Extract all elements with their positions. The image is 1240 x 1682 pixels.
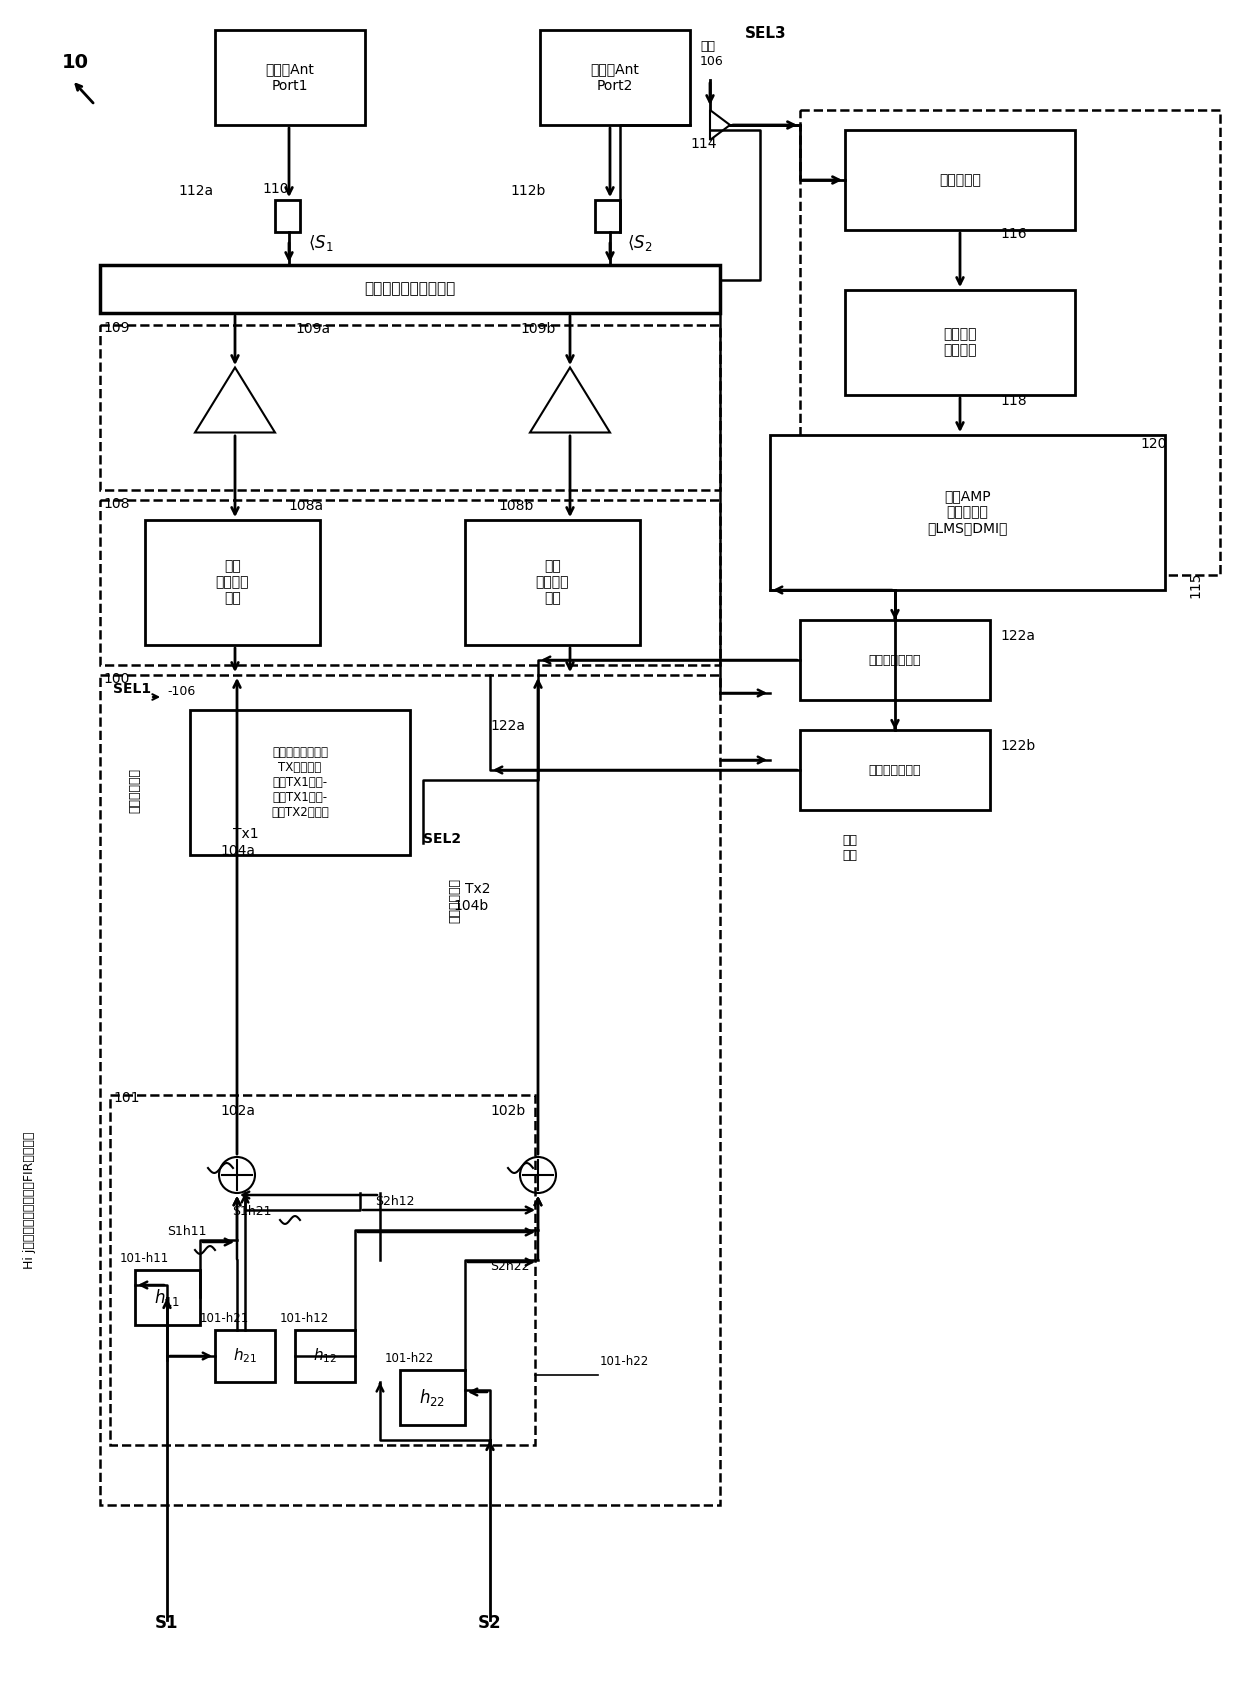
- Text: $h_{21}$: $h_{21}$: [233, 1347, 257, 1366]
- Text: 数模
无线滤波
单元: 数模 无线滤波 单元: [216, 560, 249, 606]
- Text: S1: S1: [155, 1615, 179, 1632]
- Bar: [800, 109, 1220, 575]
- Text: 数字模拟混合射频系统: 数字模拟混合射频系统: [365, 281, 455, 296]
- Text: 109a: 109a: [295, 321, 330, 336]
- Text: 输出至Ant
Port2: 输出至Ant Port2: [590, 62, 640, 93]
- Bar: [100, 266, 720, 313]
- Bar: [275, 200, 300, 232]
- Bar: [800, 730, 990, 811]
- Text: 反馈接收器: 反馈接收器: [939, 173, 981, 187]
- Bar: [295, 1330, 355, 1383]
- Bar: [110, 1095, 534, 1445]
- Text: 102a: 102a: [219, 1103, 255, 1119]
- Text: 114: 114: [689, 136, 717, 151]
- Text: SEL2: SEL2: [423, 833, 461, 846]
- Bar: [145, 520, 320, 644]
- Bar: [135, 1270, 200, 1325]
- Text: 第二级冲裁单元: 第二级冲裁单元: [869, 764, 921, 777]
- Text: Hi j变数有限脉冲响应（FIR）滤波器: Hi j变数有限脉冲响应（FIR）滤波器: [24, 1132, 36, 1268]
- Text: 10: 10: [62, 54, 89, 72]
- Text: Tx2: Tx2: [465, 881, 491, 897]
- Text: 接收缓冲
调接单元: 接收缓冲 调接单元: [944, 328, 977, 358]
- Text: 109: 109: [103, 321, 129, 335]
- Text: 补偿
系数: 补偿 系数: [842, 834, 858, 861]
- Text: $h_{12}$: $h_{12}$: [312, 1347, 337, 1366]
- Text: 104b: 104b: [453, 898, 489, 913]
- Bar: [539, 30, 689, 124]
- Text: S2: S2: [479, 1615, 502, 1632]
- Bar: [190, 710, 410, 854]
- Text: S2h12: S2h12: [374, 1194, 414, 1208]
- Text: 122a: 122a: [999, 629, 1035, 643]
- Bar: [215, 1330, 275, 1383]
- Bar: [595, 200, 620, 232]
- Text: 112a: 112a: [179, 183, 213, 198]
- Text: $\langle S_2$: $\langle S_2$: [627, 234, 652, 252]
- Text: 输出至Ant
Port1: 输出至Ant Port1: [265, 62, 315, 93]
- Text: 109b: 109b: [520, 321, 556, 336]
- Bar: [770, 436, 1166, 590]
- Text: 101-h11: 101-h11: [120, 1251, 169, 1265]
- Text: 来自: 来自: [701, 40, 715, 54]
- Text: 112b: 112b: [510, 183, 546, 198]
- Text: 116: 116: [999, 227, 1027, 241]
- Text: 100: 100: [103, 673, 129, 686]
- Text: 120: 120: [1140, 437, 1167, 451]
- Text: $\langle S_1$: $\langle S_1$: [308, 234, 334, 252]
- Text: 101-h12: 101-h12: [280, 1312, 330, 1325]
- Text: 115: 115: [1188, 572, 1202, 599]
- Text: 108b: 108b: [498, 500, 533, 513]
- Text: 101-h22: 101-h22: [384, 1352, 434, 1366]
- Bar: [844, 289, 1075, 395]
- Text: SEL1: SEL1: [113, 681, 151, 696]
- Text: -106: -106: [167, 685, 195, 698]
- Text: 110: 110: [262, 182, 289, 197]
- Text: 矩阵组合信号: 矩阵组合信号: [449, 878, 461, 922]
- Bar: [215, 30, 365, 124]
- Text: 101-h22: 101-h22: [600, 1356, 650, 1367]
- Text: 108a: 108a: [288, 500, 324, 513]
- Text: 矩阵AMP
补偿估计器
【LMS，DMI】: 矩阵AMP 补偿估计器 【LMS，DMI】: [928, 489, 1008, 535]
- Text: S2h22: S2h22: [490, 1260, 529, 1273]
- Text: 矩阵组合信号: 矩阵组合信号: [129, 767, 141, 812]
- Bar: [844, 130, 1075, 230]
- Text: S1h21: S1h21: [232, 1204, 272, 1218]
- Bar: [100, 500, 720, 664]
- Text: 104a: 104a: [219, 844, 255, 858]
- Text: $h_{22}$: $h_{22}$: [419, 1388, 445, 1408]
- Text: 101-h21: 101-h21: [200, 1312, 249, 1325]
- Bar: [100, 674, 720, 1505]
- Text: $h_{11}$: $h_{11}$: [154, 1287, 181, 1309]
- Bar: [401, 1371, 465, 1425]
- Text: 端口选接单元，向
TX进行切接
（对TX1开启-
当对TX1关闭-
当对TX2开启）: 端口选接单元，向 TX进行切接 （对TX1开启- 当对TX1关闭- 当对TX2开…: [272, 747, 329, 819]
- Text: 102b: 102b: [490, 1103, 526, 1119]
- Text: 101: 101: [113, 1092, 139, 1105]
- Bar: [465, 520, 640, 644]
- Bar: [800, 621, 990, 700]
- Text: SEL3: SEL3: [745, 25, 786, 40]
- Text: 118: 118: [999, 394, 1027, 409]
- Text: 数模
无线滤波
单元: 数模 无线滤波 单元: [536, 560, 569, 606]
- Text: 108: 108: [103, 496, 129, 511]
- Text: 106: 106: [701, 56, 724, 67]
- Text: 第一级冲裁单元: 第一级冲裁单元: [869, 654, 921, 666]
- Text: S1h11: S1h11: [167, 1224, 207, 1238]
- Text: Tx1: Tx1: [233, 828, 259, 841]
- Text: 122a: 122a: [490, 718, 525, 733]
- Bar: [100, 325, 720, 489]
- Text: 122b: 122b: [999, 738, 1035, 754]
